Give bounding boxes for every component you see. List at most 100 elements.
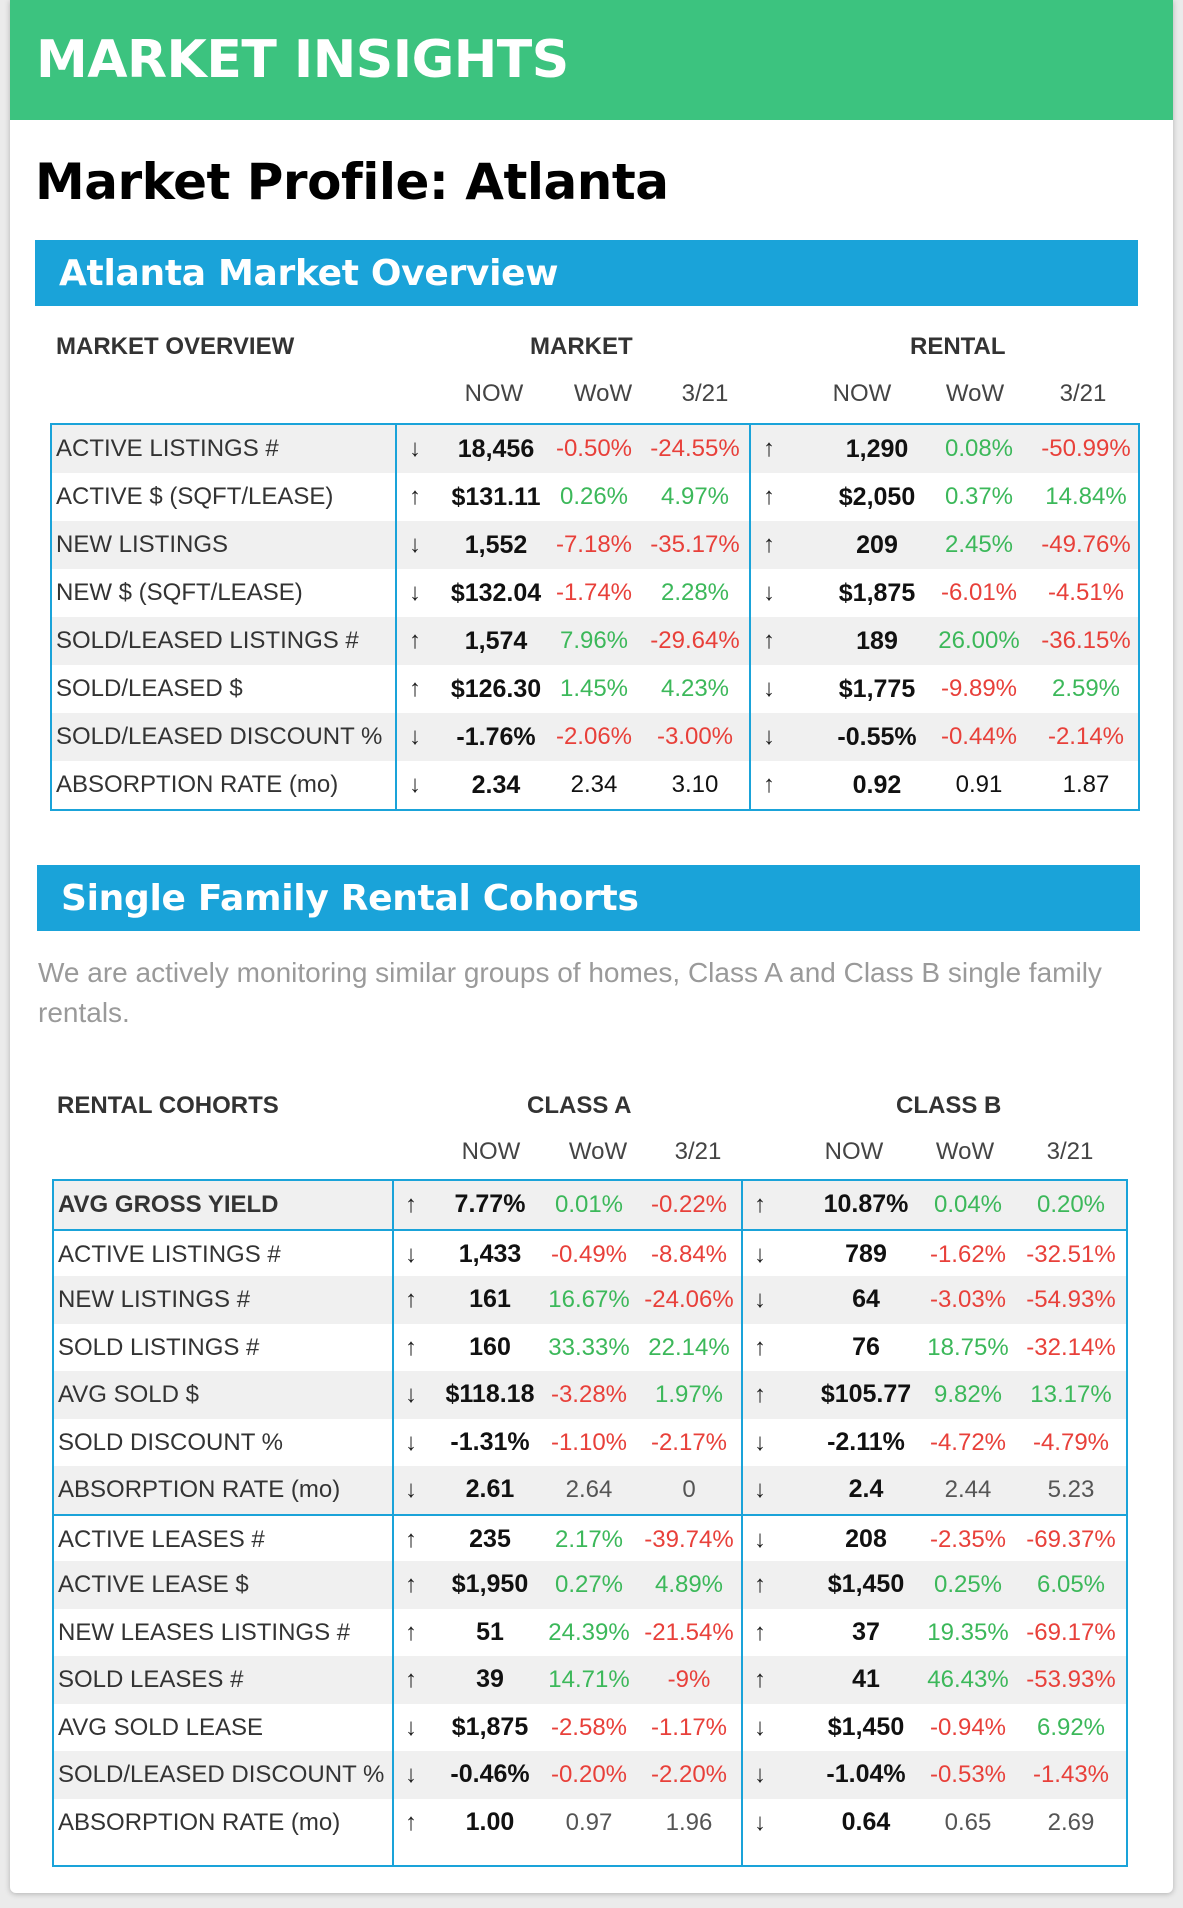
trend-arrow-icon: ↓ bbox=[754, 1713, 766, 1741]
row-label: NEW LISTINGS bbox=[56, 531, 229, 558]
yoy-value: -1.17% bbox=[650, 1713, 728, 1741]
yoy-value: -53.93% bbox=[1026, 1666, 1116, 1693]
column-divider bbox=[392, 1181, 394, 1865]
row-label: SOLD/LEASED LISTINGS # bbox=[56, 627, 359, 654]
wow-value: -0.44% bbox=[940, 723, 1018, 750]
now-value: $1,950 bbox=[451, 1570, 529, 1598]
wow-value: -2.58% bbox=[550, 1713, 628, 1741]
banner-title: MARKET INSIGHTS bbox=[36, 30, 569, 90]
overview-header-label: MARKET OVERVIEW bbox=[56, 333, 295, 360]
now-value: 2.4 bbox=[848, 1475, 884, 1503]
row-label: ACTIVE LISTINGS # bbox=[56, 435, 279, 462]
cohorts-group-class-a: CLASS A bbox=[527, 1092, 632, 1119]
table-row: ABSORPTION RATE (mo) ↓ 2.61 2.64 0 ↓ 2.4 2.44 5.… bbox=[54, 1466, 1126, 1514]
yoy-value: -9% bbox=[667, 1666, 711, 1693]
wow-value: 0.27% bbox=[554, 1571, 624, 1598]
row-label: SOLD LISTINGS # bbox=[58, 1333, 260, 1361]
yoy-value: -35.17% bbox=[650, 531, 740, 558]
trend-arrow-icon: ↓ bbox=[763, 579, 775, 606]
trend-arrow-icon: ↑ bbox=[763, 771, 775, 798]
trend-arrow-icon: ↑ bbox=[754, 1666, 766, 1693]
trend-arrow-icon: ↓ bbox=[409, 579, 421, 606]
yoy-value: 2.28% bbox=[660, 579, 730, 606]
row-label: NEW $ (SQFT/LEASE) bbox=[56, 579, 303, 606]
wow-value: 2.45% bbox=[944, 531, 1014, 558]
yoy-value: -32.14% bbox=[1026, 1333, 1116, 1361]
trend-arrow-icon: ↓ bbox=[763, 723, 775, 750]
wow-value: 1.45% bbox=[559, 675, 629, 702]
trend-arrow-icon: ↑ bbox=[405, 1808, 417, 1836]
cohorts-sub-wow-a: WoW bbox=[568, 1138, 628, 1165]
yoy-value: -36.15% bbox=[1041, 627, 1131, 654]
wow-value: 24.39% bbox=[548, 1618, 630, 1646]
yoy-value: 0.20% bbox=[1036, 1191, 1106, 1218]
trend-arrow-icon: ↓ bbox=[405, 1476, 417, 1503]
column-divider bbox=[395, 425, 397, 809]
cohorts-sub-wow-b: WoW bbox=[935, 1138, 995, 1165]
yoy-value: 22.14% bbox=[648, 1333, 730, 1361]
yoy-value: -50.99% bbox=[1041, 435, 1131, 462]
cohorts-header-label: RENTAL COHORTS bbox=[57, 1092, 279, 1119]
now-value: $105.77 bbox=[820, 1380, 912, 1408]
wow-value: 2.64 bbox=[565, 1476, 613, 1503]
wow-value: 0.37% bbox=[944, 483, 1014, 510]
overview-section-header: Atlanta Market Overview bbox=[35, 240, 1138, 306]
wow-value: 33.33% bbox=[548, 1333, 630, 1361]
wow-value: -3.28% bbox=[550, 1381, 628, 1408]
now-value: 39 bbox=[476, 1665, 504, 1693]
overview-sub-wow-a: WoW bbox=[573, 380, 633, 407]
now-value: $2,050 bbox=[838, 483, 916, 511]
yoy-value: 13.17% bbox=[1030, 1381, 1112, 1408]
cohorts-sub-now-b: NOW bbox=[824, 1138, 884, 1165]
yoy-value: -69.37% bbox=[1026, 1525, 1116, 1553]
now-value: 160 bbox=[469, 1332, 511, 1361]
yoy-value: 1.96 bbox=[665, 1808, 713, 1836]
yoy-value: -8.84% bbox=[650, 1240, 728, 1268]
wow-value: 18.75% bbox=[927, 1333, 1009, 1361]
wow-value: 0.25% bbox=[933, 1571, 1003, 1598]
row-label: AVG SOLD $ bbox=[58, 1381, 199, 1408]
trend-arrow-icon: ↓ bbox=[754, 1286, 766, 1313]
now-value: -0.46% bbox=[450, 1760, 530, 1788]
now-value: $1,875 bbox=[451, 1712, 529, 1741]
yoy-value: 14.84% bbox=[1045, 483, 1127, 510]
wow-value: 46.43% bbox=[927, 1666, 1009, 1693]
overview-sub-yr-a: 3/21 bbox=[681, 380, 729, 407]
wow-value: -0.49% bbox=[550, 1240, 628, 1268]
yoy-value: -32.51% bbox=[1026, 1240, 1116, 1268]
trend-arrow-icon: ↑ bbox=[405, 1618, 417, 1646]
now-value: 1,552 bbox=[464, 531, 528, 559]
now-value: -1.04% bbox=[826, 1760, 906, 1788]
now-value: 76 bbox=[852, 1332, 880, 1361]
yoy-value: 0 bbox=[682, 1476, 696, 1503]
trend-arrow-icon: ↑ bbox=[763, 627, 775, 654]
yoy-value: -54.93% bbox=[1026, 1286, 1116, 1313]
table-row: ACTIVE $ (SQFT/LEASE) ↑ $131.11 0.26% 4.97% ↑… bbox=[52, 473, 1138, 521]
wow-value: 0.01% bbox=[554, 1191, 624, 1218]
table-row: SOLD/LEASED LISTINGS # ↑ 1,574 7.96% -29.64%… bbox=[52, 617, 1138, 665]
now-value: 0.64 bbox=[841, 1807, 891, 1836]
table-row: SOLD LEASES # ↑ 39 14.71% -9% ↑ 41 46.43% -53.93… bbox=[54, 1656, 1126, 1704]
cohorts-description: We are actively monitoring similar group… bbox=[38, 957, 1102, 1028]
yoy-value: 4.97% bbox=[660, 483, 730, 510]
now-value: -2.11% bbox=[827, 1427, 905, 1456]
wow-value: -2.35% bbox=[929, 1525, 1007, 1553]
table-row: NEW LISTINGS # ↑ 161 16.67% -24.06% ↓ 64 -3.03%… bbox=[54, 1276, 1126, 1324]
row-label: ACTIVE LISTINGS # bbox=[58, 1240, 281, 1268]
now-value: 189 bbox=[856, 627, 898, 655]
now-value: $132.04 bbox=[450, 579, 542, 607]
trend-arrow-icon: ↓ bbox=[405, 1761, 417, 1788]
yoy-value: 1.87 bbox=[1062, 771, 1110, 798]
wow-value: 2.34 bbox=[570, 771, 618, 798]
cohorts-section-header: Single Family Rental Cohorts bbox=[37, 865, 1140, 931]
trend-arrow-icon: ↑ bbox=[409, 627, 421, 654]
yoy-value: -4.79% bbox=[1032, 1428, 1110, 1456]
wow-value: 2.44 bbox=[944, 1476, 992, 1503]
trend-arrow-icon: ↑ bbox=[754, 1191, 766, 1218]
banner: MARKET INSIGHTS bbox=[10, 0, 1173, 120]
table-row: ACTIVE LEASE $ ↑ $1,950 0.27% 4.89% ↑ $1,450 0.… bbox=[54, 1561, 1126, 1609]
wow-value: 0.08% bbox=[944, 435, 1014, 462]
now-value: 789 bbox=[845, 1239, 887, 1268]
row-label: NEW LISTINGS # bbox=[58, 1286, 251, 1313]
overview-table: ABSORPTION RATE (mo) ↓ 2.34 2.34 3.10 ↑ 0.92 0.… bbox=[50, 423, 1140, 811]
